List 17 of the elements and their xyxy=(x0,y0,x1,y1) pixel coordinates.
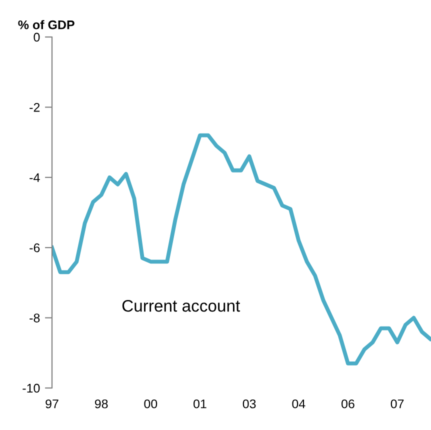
y-tick-label: -2 xyxy=(30,103,40,112)
x-tick-label: 07 xyxy=(390,399,404,408)
x-tick-label: 98 xyxy=(94,399,108,408)
y-tick-label: -8 xyxy=(30,314,40,322)
x-tick-label: 06 xyxy=(342,399,354,408)
x-tick-label: 00 xyxy=(144,399,158,408)
y-axis-title: % of GDP xyxy=(18,20,74,30)
y-tick-label: -4 xyxy=(30,173,40,182)
y-tick-label: 0 xyxy=(34,32,40,42)
line-series xyxy=(52,133,431,366)
annotation: Current account xyxy=(122,300,240,312)
x-tick-label: 04 xyxy=(292,399,306,408)
x-tick-label: 01 xyxy=(194,399,206,408)
y-tick-label: -6 xyxy=(30,243,40,252)
x-tick-label: 03 xyxy=(242,399,256,408)
y-tick-label: -10 xyxy=(22,384,40,393)
x-tick-label: 97 xyxy=(46,399,58,408)
